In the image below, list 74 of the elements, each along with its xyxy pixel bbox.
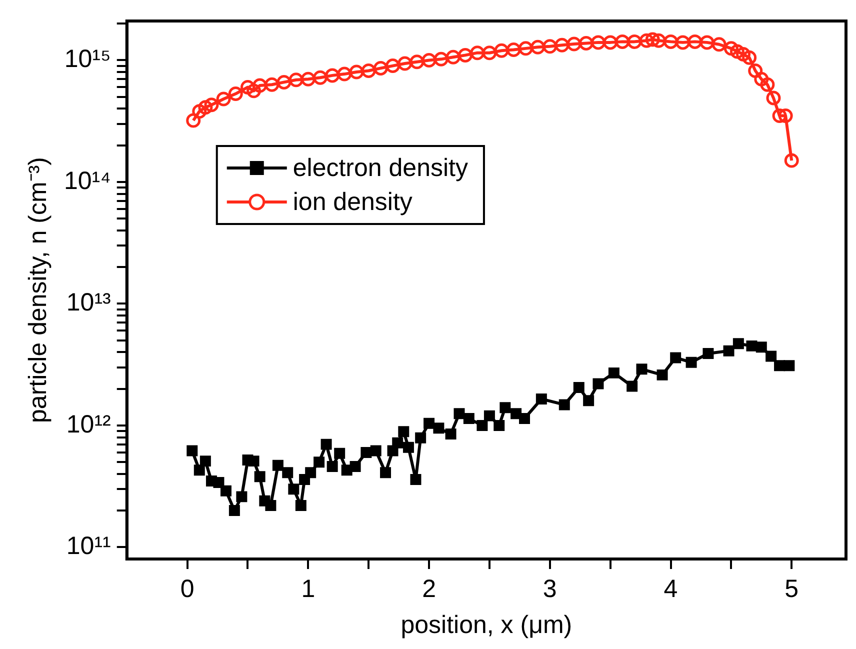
point <box>300 72 316 86</box>
point <box>639 33 654 48</box>
point <box>325 68 340 83</box>
point <box>204 98 219 112</box>
point <box>410 54 424 70</box>
point <box>264 77 280 92</box>
point <box>337 66 352 82</box>
x-tick-label: 0 <box>180 574 194 603</box>
y-tick-label: 10¹³ <box>66 288 111 317</box>
x-tick-label: 5 <box>784 574 799 603</box>
point <box>434 52 448 66</box>
point <box>700 35 714 50</box>
point <box>288 72 304 88</box>
point <box>778 108 793 123</box>
point <box>603 35 618 50</box>
point <box>615 34 630 49</box>
point <box>784 153 799 168</box>
point <box>530 40 546 54</box>
point <box>446 50 460 64</box>
point <box>754 72 769 86</box>
point <box>252 78 268 93</box>
point <box>742 50 757 65</box>
point <box>198 100 213 115</box>
x-tick-label: 2 <box>422 574 436 603</box>
point <box>578 36 594 50</box>
y-tick-label: 10¹⁵ <box>64 45 111 74</box>
point <box>724 41 738 56</box>
point <box>361 63 376 78</box>
point <box>494 43 509 58</box>
point <box>542 39 558 54</box>
point <box>276 74 292 90</box>
point <box>506 42 521 57</box>
point <box>688 34 702 49</box>
point <box>748 63 763 78</box>
point <box>386 58 400 74</box>
point <box>772 108 787 123</box>
x-axis-title: position, x (μm) <box>400 610 572 639</box>
point <box>246 84 262 98</box>
point <box>712 37 726 52</box>
point <box>730 44 744 59</box>
point <box>240 80 255 94</box>
point <box>192 104 207 119</box>
point <box>398 56 412 71</box>
point <box>228 86 243 102</box>
point <box>186 113 201 128</box>
point <box>651 33 666 48</box>
point <box>766 90 781 106</box>
point <box>216 92 231 106</box>
point <box>482 46 497 60</box>
y-tick-label: 10¹² <box>66 410 111 438</box>
point <box>645 32 660 47</box>
point <box>664 34 678 49</box>
point <box>736 46 751 62</box>
y-axis-title: particle density, n (cm⁻³) <box>24 157 52 423</box>
y-tick-label: 10¹⁴ <box>64 166 111 195</box>
y-tick-label: 10¹¹ <box>66 532 111 560</box>
x-tick-label: 1 <box>301 574 316 603</box>
x-tick-label: 3 <box>542 574 557 603</box>
legend-label: ion density <box>292 188 413 216</box>
point <box>470 46 485 60</box>
point <box>458 48 473 62</box>
point <box>566 36 582 52</box>
point <box>676 35 690 50</box>
point <box>760 77 775 92</box>
legend-label: electron density <box>292 154 468 182</box>
point <box>554 38 570 52</box>
point <box>627 34 642 49</box>
point <box>373 60 388 76</box>
x-tick-label: 4 <box>664 574 678 603</box>
point <box>349 64 364 80</box>
point <box>590 35 606 50</box>
point <box>518 41 533 56</box>
point <box>313 70 328 85</box>
point <box>422 52 436 68</box>
